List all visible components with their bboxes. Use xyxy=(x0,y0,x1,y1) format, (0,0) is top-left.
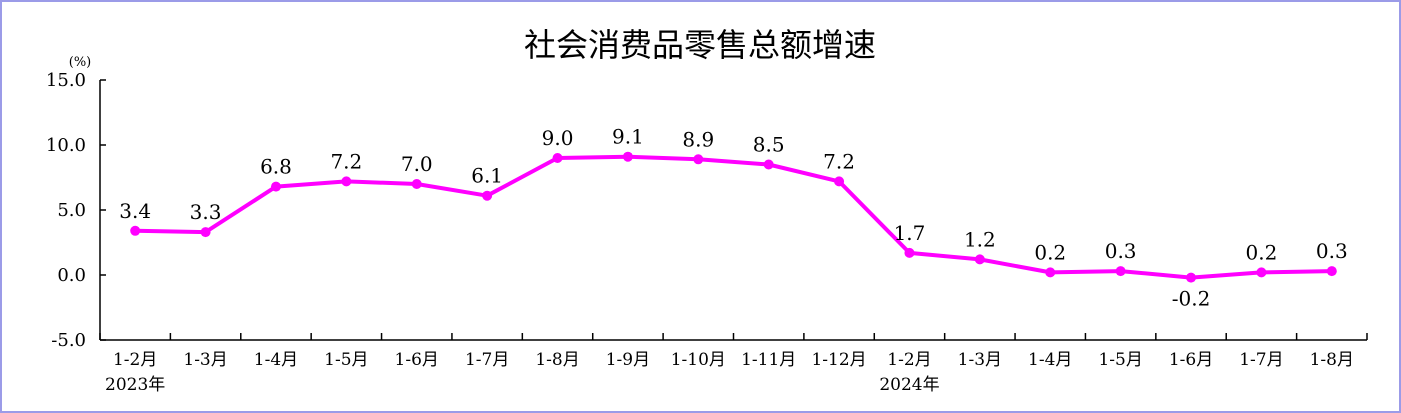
data-label: 9.0 xyxy=(542,126,574,150)
data-label: 8.5 xyxy=(753,133,785,157)
x-tick-label: 1-4月 xyxy=(254,350,298,370)
data-label: 0.2 xyxy=(1034,240,1066,264)
y-axis-unit-label: (%) xyxy=(69,55,92,70)
data-label: 3.3 xyxy=(190,200,222,224)
x-tick-label: 1-6月 xyxy=(1169,350,1213,370)
data-point xyxy=(693,154,704,165)
data-point xyxy=(200,227,211,238)
x-tick-label: 1-10月 xyxy=(671,350,726,370)
data-label: 7.2 xyxy=(330,149,362,173)
data-point xyxy=(1256,267,1267,278)
data-label: 0.2 xyxy=(1246,240,1278,264)
data-label: 7.2 xyxy=(823,149,855,173)
data-points xyxy=(130,151,1337,283)
x-tick-label: 1-11月 xyxy=(741,350,796,370)
y-tick-label: 15.0 xyxy=(46,70,86,91)
y-axis-ticks: 15.0 10.0 5.0 0.0 -5.0 xyxy=(46,70,106,351)
x-tick-label: 1-7月 xyxy=(465,350,509,370)
data-point xyxy=(341,176,352,187)
x-tick-label: 1-2月 xyxy=(887,350,931,370)
x-year-label: 2023年 xyxy=(105,375,165,395)
data-label: -0.2 xyxy=(1172,287,1211,311)
data-labels: 3.4 3.3 6.8 7.2 7.0 6.1 9.0 9.1 8.9 8.5 7.2 1.7 1.2 0… xyxy=(119,125,1347,311)
data-point xyxy=(1186,272,1197,283)
data-label: 8.9 xyxy=(682,127,714,151)
y-tick-label: 10.0 xyxy=(46,135,86,156)
data-point xyxy=(482,190,493,201)
x-tick-label: 1-12月 xyxy=(811,350,866,370)
series-line xyxy=(135,154,1332,280)
x-axis-ticks: 1-2月 1-3月 1-4月 1-5月 1-6月 1-7月 1-8月 1-9月 1-10月 1-1… xyxy=(99,333,1368,395)
data-label: 0.3 xyxy=(1105,239,1137,263)
x-tick-label: 1-3月 xyxy=(958,350,1002,370)
x-tick-label: 1-5月 xyxy=(324,350,368,370)
data-point xyxy=(904,247,915,258)
x-year-label: 2024年 xyxy=(879,375,939,395)
data-point xyxy=(1045,267,1056,278)
chart-title: 社会消费品零售总额增速 xyxy=(524,26,876,64)
x-tick-label: 1-8月 xyxy=(535,350,579,370)
data-point xyxy=(622,151,633,162)
y-tick-label: 0.0 xyxy=(57,265,86,286)
x-tick-label: 1-7月 xyxy=(1239,350,1283,370)
data-label: 6.8 xyxy=(260,155,292,179)
x-tick-label: 1-5月 xyxy=(1098,350,1142,370)
data-point xyxy=(1326,266,1337,277)
y-tick-label: -5.0 xyxy=(51,330,86,351)
data-label: 1.2 xyxy=(964,227,996,251)
x-tick-label: 1-3月 xyxy=(183,350,227,370)
data-point xyxy=(130,225,141,236)
data-point xyxy=(552,153,563,163)
data-label: 1.7 xyxy=(894,221,926,245)
y-tick-label: 5.0 xyxy=(57,200,86,221)
x-tick-label: 1-6月 xyxy=(395,350,439,370)
data-point xyxy=(411,179,422,189)
data-point xyxy=(974,254,985,265)
data-point xyxy=(834,176,845,187)
data-label: 9.1 xyxy=(612,125,644,149)
data-point xyxy=(270,181,281,192)
data-label: 0.3 xyxy=(1316,239,1348,263)
x-tick-label: 1-4月 xyxy=(1028,350,1072,370)
data-label: 7.0 xyxy=(401,152,433,176)
data-label: 6.1 xyxy=(471,164,503,188)
data-point xyxy=(1115,266,1126,277)
x-tick-label: 1-8月 xyxy=(1310,350,1354,370)
x-tick-label: 1-9月 xyxy=(606,350,650,370)
data-label: 3.4 xyxy=(119,199,151,223)
data-point xyxy=(763,159,774,170)
x-tick-label: 1-2月 xyxy=(113,350,157,370)
